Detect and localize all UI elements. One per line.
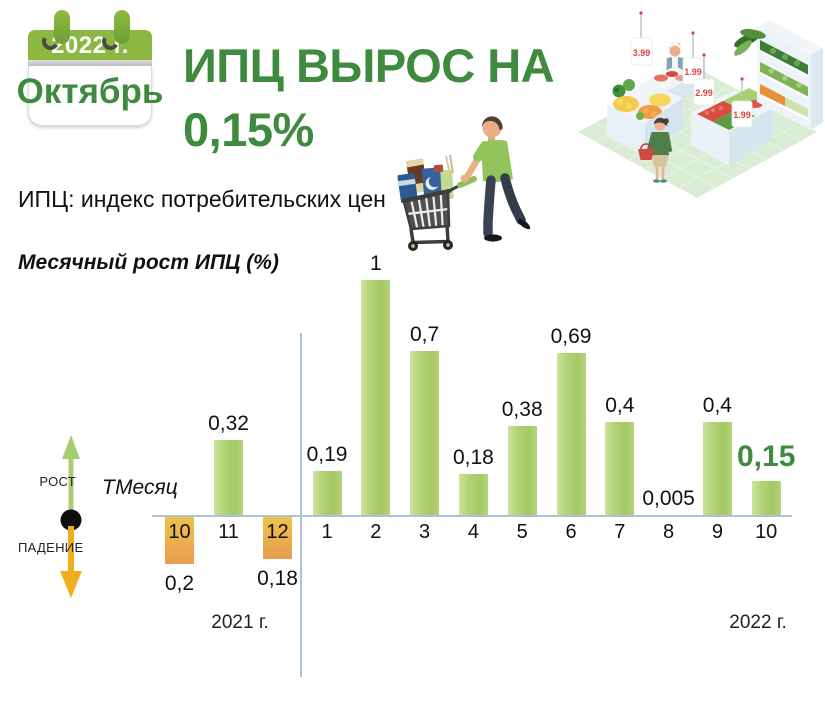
value-label-2-2022: 1 <box>369 252 382 275</box>
plant-on-shelf <box>734 29 766 56</box>
bar-month-6-2022 <box>556 353 586 516</box>
price-tag-text: 1.99 <box>684 67 702 77</box>
bar-month-3-2022 <box>410 350 440 516</box>
month-tick-11-2021: 11 <box>218 521 239 543</box>
legend-dot-icon <box>60 509 82 531</box>
chart-title: Месячный рост ИПЦ (%) <box>18 251 279 274</box>
price-tag-text: 1.99 <box>733 110 751 120</box>
value-label-9-2022: 0,4 <box>702 393 732 417</box>
price-tags: 3.99 1.99 2.99 1.99 <box>630 11 753 128</box>
page-title-line1: ИПЦ ВЫРОС НА <box>183 39 555 92</box>
bar-month-11-2021 <box>214 440 243 516</box>
calendar-widget: 2022 г. Октябрь <box>17 10 163 130</box>
bar-month-10-2022 <box>751 480 781 516</box>
month-tick-3-2022: 3 <box>419 521 431 543</box>
value-label-11-2021: 0,32 <box>208 412 249 436</box>
price-tag-text: 2.99 <box>695 88 713 98</box>
cart-handle-grip <box>457 176 477 188</box>
shopper-woman-figure <box>638 117 672 183</box>
year-label-2021: 2021 г. <box>211 612 269 633</box>
calendar-ring-icon <box>114 10 130 44</box>
shopper-figure <box>460 116 531 242</box>
value-label-10-2022: 0,15 <box>736 439 796 473</box>
value-label-4-2022: 0,18 <box>452 445 494 469</box>
legend-fall-label: ПАДЕНИЕ <box>18 540 84 555</box>
bar-month-4-2022 <box>458 473 488 516</box>
month-tick-1-2022: 1 <box>321 521 333 543</box>
calendar-month: Октябрь <box>16 72 164 111</box>
value-label-1-2022: 0,19 <box>306 443 348 467</box>
month-tick-6-2022: 6 <box>565 521 577 543</box>
month-tick-10-2022: 10 <box>755 521 778 543</box>
calendar-ring-icon <box>54 10 70 44</box>
month-tick-10-2021: 10 <box>168 521 191 543</box>
value-label-3-2022: 0,7 <box>409 322 440 346</box>
price-tag-text: 3.99 <box>633 48 651 58</box>
calendar-body <box>28 66 152 126</box>
month-tick-12-2021: 12 <box>266 521 289 543</box>
bar-month-10-2021 <box>165 517 194 565</box>
basket-handle <box>640 143 652 150</box>
calendar-strip <box>28 60 152 66</box>
month-tick-7-2022: 7 <box>614 521 626 543</box>
month-tick-8-2022: 8 <box>663 521 675 543</box>
down-arrow-head-icon <box>60 571 82 598</box>
bar-month-2-2022 <box>361 280 391 516</box>
page-title: ИПЦ ВЫРОС НА 0,15% <box>183 34 623 162</box>
shopping-cart <box>401 176 477 251</box>
month-tick-5-2022: 5 <box>516 521 528 543</box>
subtitle: ИПЦ: индекс потребительских цен <box>18 186 386 212</box>
page-title-line2: 0,15% <box>183 103 314 156</box>
value-label-5-2022: 0,38 <box>501 398 543 422</box>
red-basket <box>638 149 654 160</box>
x-axis-label: ТМесяц <box>102 476 178 499</box>
shelf-unit <box>734 20 823 130</box>
growth-fall-legend <box>60 435 82 598</box>
month-tick-4-2022: 4 <box>467 521 479 543</box>
year-label-2022: 2022 г. <box>729 612 787 633</box>
bar-month-12-2021 <box>263 517 292 560</box>
value-label-7-2022: 0,4 <box>605 393 635 417</box>
x-axis-line <box>152 515 792 517</box>
month-tick-9-2022: 9 <box>711 521 723 543</box>
value-label-10-2021: 0,2 <box>164 572 195 596</box>
legend-growth-label: РОСТ <box>39 474 76 489</box>
up-arrow-head-icon <box>62 435 80 459</box>
bar-month-1-2022 <box>312 471 342 516</box>
bar-month-7-2022 <box>605 421 635 516</box>
grocery-store-illustration: 3.99 1.99 2.99 1.99 <box>578 11 823 198</box>
value-label-12-2021: 0,18 <box>257 567 298 591</box>
year-divider-line <box>300 333 302 677</box>
month-tick-2-2022: 2 <box>370 521 382 543</box>
value-label-6-2022: 0,69 <box>550 325 592 349</box>
bar-month-5-2022 <box>507 426 537 516</box>
value-label-8-2022: 0,005 <box>642 486 695 510</box>
bar-month-9-2022 <box>702 421 732 516</box>
shopper-cart-illustration <box>397 116 531 251</box>
